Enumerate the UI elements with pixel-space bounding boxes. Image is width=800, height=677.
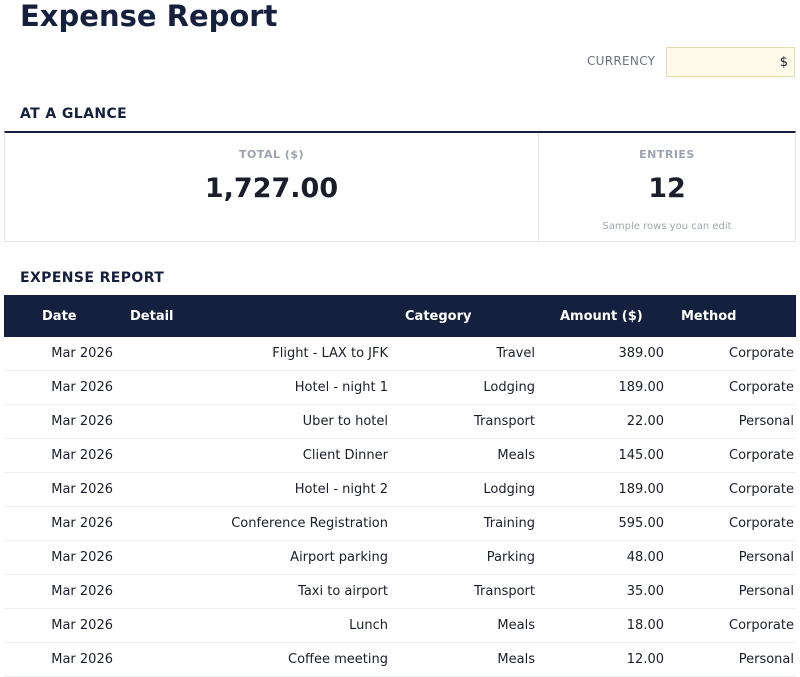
cell-date[interactable]: Mar 2026 (4, 370, 115, 405)
page-title: Expense Report (20, 0, 278, 33)
cell-method[interactable]: Corporate (666, 506, 796, 541)
at-a-glance-panel: TOTAL ($) 1,727.00 ENTRIES 12 Sample row… (4, 131, 796, 242)
cell-detail[interactable]: Airport parking (115, 540, 390, 575)
table-row: Mar 2026 Coffee meeting Meals 12.00 Pers… (4, 642, 796, 677)
cell-category[interactable]: Parking (390, 540, 537, 575)
cell-category[interactable]: Travel (390, 337, 537, 371)
table-row: Mar 2026 Conference Registration Trainin… (4, 506, 796, 541)
cell-detail[interactable]: Hotel - night 1 (115, 370, 390, 405)
entries-note: Sample rows you can edit (602, 221, 732, 232)
cell-detail[interactable]: Hotel - night 2 (115, 472, 390, 507)
cell-category[interactable]: Meals (390, 438, 537, 473)
cell-amount[interactable]: 48.00 (537, 540, 666, 575)
table-row: Mar 2026 Flight - LAX to JFK Travel 389.… (4, 337, 796, 371)
cell-date[interactable]: Mar 2026 (4, 540, 115, 575)
cell-amount[interactable]: 189.00 (537, 370, 666, 405)
cell-method[interactable]: Corporate (666, 438, 796, 473)
column-header-amount[interactable]: Amount ($) (537, 295, 666, 337)
column-header-detail[interactable]: Detail (115, 295, 390, 337)
table-row: Mar 2026 Hotel - night 2 Lodging 189.00 … (4, 472, 796, 507)
cell-method[interactable]: Personal (666, 540, 796, 575)
cell-method[interactable]: Corporate (666, 472, 796, 507)
cell-method[interactable]: Corporate (666, 337, 796, 371)
cell-amount[interactable]: 145.00 (537, 438, 666, 473)
cell-amount[interactable]: 189.00 (537, 472, 666, 507)
total-card: TOTAL ($) 1,727.00 (5, 133, 539, 241)
cell-amount[interactable]: 22.00 (537, 404, 666, 439)
currency-label: CURRENCY (587, 54, 656, 68)
entries-label: ENTRIES (639, 148, 695, 161)
cell-detail[interactable]: Client Dinner (115, 438, 390, 473)
column-header-method[interactable]: Method (666, 295, 796, 337)
column-header-date[interactable]: Date (4, 295, 115, 337)
at-a-glance-heading: AT A GLANCE (20, 106, 128, 122)
table-row: Mar 2026 Lunch Meals 18.00 Corporate (4, 608, 796, 643)
cell-date[interactable]: Mar 2026 (4, 472, 115, 507)
cell-method[interactable]: Corporate (666, 370, 796, 405)
table-row: Mar 2026 Uber to hotel Transport 22.00 P… (4, 404, 796, 439)
cell-category[interactable]: Lodging (390, 370, 537, 405)
entries-card: ENTRIES 12 Sample rows you can edit (539, 133, 795, 241)
cell-amount[interactable]: 12.00 (537, 642, 666, 677)
cell-date[interactable]: Mar 2026 (4, 438, 115, 473)
table-row: Mar 2026 Airport parking Parking 48.00 P… (4, 540, 796, 575)
total-label: TOTAL ($) (238, 148, 305, 161)
cell-detail[interactable]: Coffee meeting (115, 642, 390, 677)
cell-detail[interactable]: Taxi to airport (115, 574, 390, 609)
cell-amount[interactable]: 18.00 (537, 608, 666, 643)
currency-input[interactable] (666, 47, 795, 77)
cell-method[interactable]: Personal (666, 404, 796, 439)
cell-category[interactable]: Transport (390, 574, 537, 609)
table-row: Mar 2026 Client Dinner Meals 145.00 Corp… (4, 438, 796, 473)
expense-table: Date Detail Category Amount ($) Method M… (4, 295, 796, 677)
cell-amount[interactable]: 389.00 (537, 337, 666, 371)
cell-date[interactable]: Mar 2026 (4, 642, 115, 677)
cell-method[interactable]: Personal (666, 642, 796, 677)
cell-category[interactable]: Meals (390, 642, 537, 677)
cell-date[interactable]: Mar 2026 (4, 404, 115, 439)
table-row: Mar 2026 Hotel - night 1 Lodging 189.00 … (4, 370, 796, 405)
cell-detail[interactable]: Flight - LAX to JFK (115, 337, 390, 371)
cell-amount[interactable]: 35.00 (537, 574, 666, 609)
cell-detail[interactable]: Lunch (115, 608, 390, 643)
cell-category[interactable]: Lodging (390, 472, 537, 507)
table-header-row: Date Detail Category Amount ($) Method (4, 295, 796, 337)
cell-date[interactable]: Mar 2026 (4, 337, 115, 371)
cell-method[interactable]: Personal (666, 574, 796, 609)
column-header-category[interactable]: Category (390, 295, 537, 337)
expense-report-heading: EXPENSE REPORT (20, 270, 165, 286)
entries-value: 12 (648, 173, 686, 204)
cell-date[interactable]: Mar 2026 (4, 608, 115, 643)
cell-category[interactable]: Meals (390, 608, 537, 643)
total-value: 1,727.00 (204, 173, 339, 204)
cell-category[interactable]: Training (390, 506, 537, 541)
cell-detail[interactable]: Uber to hotel (115, 404, 390, 439)
cell-category[interactable]: Transport (390, 404, 537, 439)
cell-amount[interactable]: 595.00 (537, 506, 666, 541)
cell-detail[interactable]: Conference Registration (115, 506, 390, 541)
table-row: Mar 2026 Taxi to airport Transport 35.00… (4, 574, 796, 609)
cell-date[interactable]: Mar 2026 (4, 506, 115, 541)
cell-method[interactable]: Corporate (666, 608, 796, 643)
cell-date[interactable]: Mar 2026 (4, 574, 115, 609)
